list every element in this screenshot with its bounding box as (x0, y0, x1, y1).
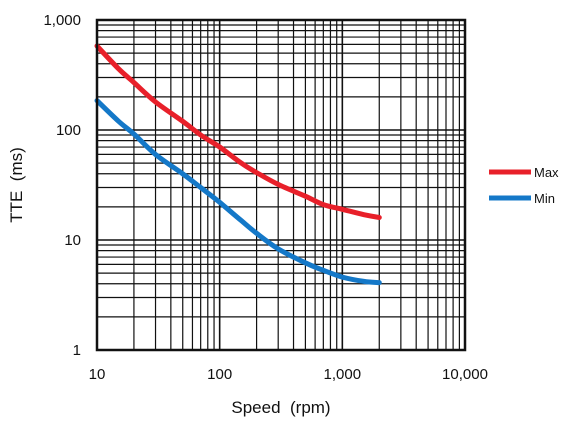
plot-frame (95, 18, 467, 352)
x-tick-label: 10,000 (442, 366, 488, 383)
legend-label-max: Max (534, 165, 559, 180)
series-line-max (94, 43, 382, 220)
legend: Max Min (489, 165, 559, 206)
grid-layer (96, 20, 465, 351)
series-line-min (94, 98, 382, 286)
axis-layer: 10 100 1,000 10,000 1 10 100 1,000 (43, 12, 487, 383)
y-tick-label: 100 (56, 122, 81, 139)
y-tick-label: 1,000 (43, 12, 81, 29)
y-axis-label: TTE (ms) (7, 147, 26, 223)
y-tick-label: 1 (73, 342, 81, 359)
series-layer (94, 43, 382, 286)
x-tick-label: 1,000 (324, 366, 362, 383)
x-tick-label: 10 (89, 366, 106, 383)
legend-label-min: Min (534, 191, 555, 206)
x-tick-label: 100 (207, 366, 232, 383)
x-axis-label: Speed (rpm) (231, 398, 330, 417)
y-tick-label: 10 (64, 232, 81, 249)
